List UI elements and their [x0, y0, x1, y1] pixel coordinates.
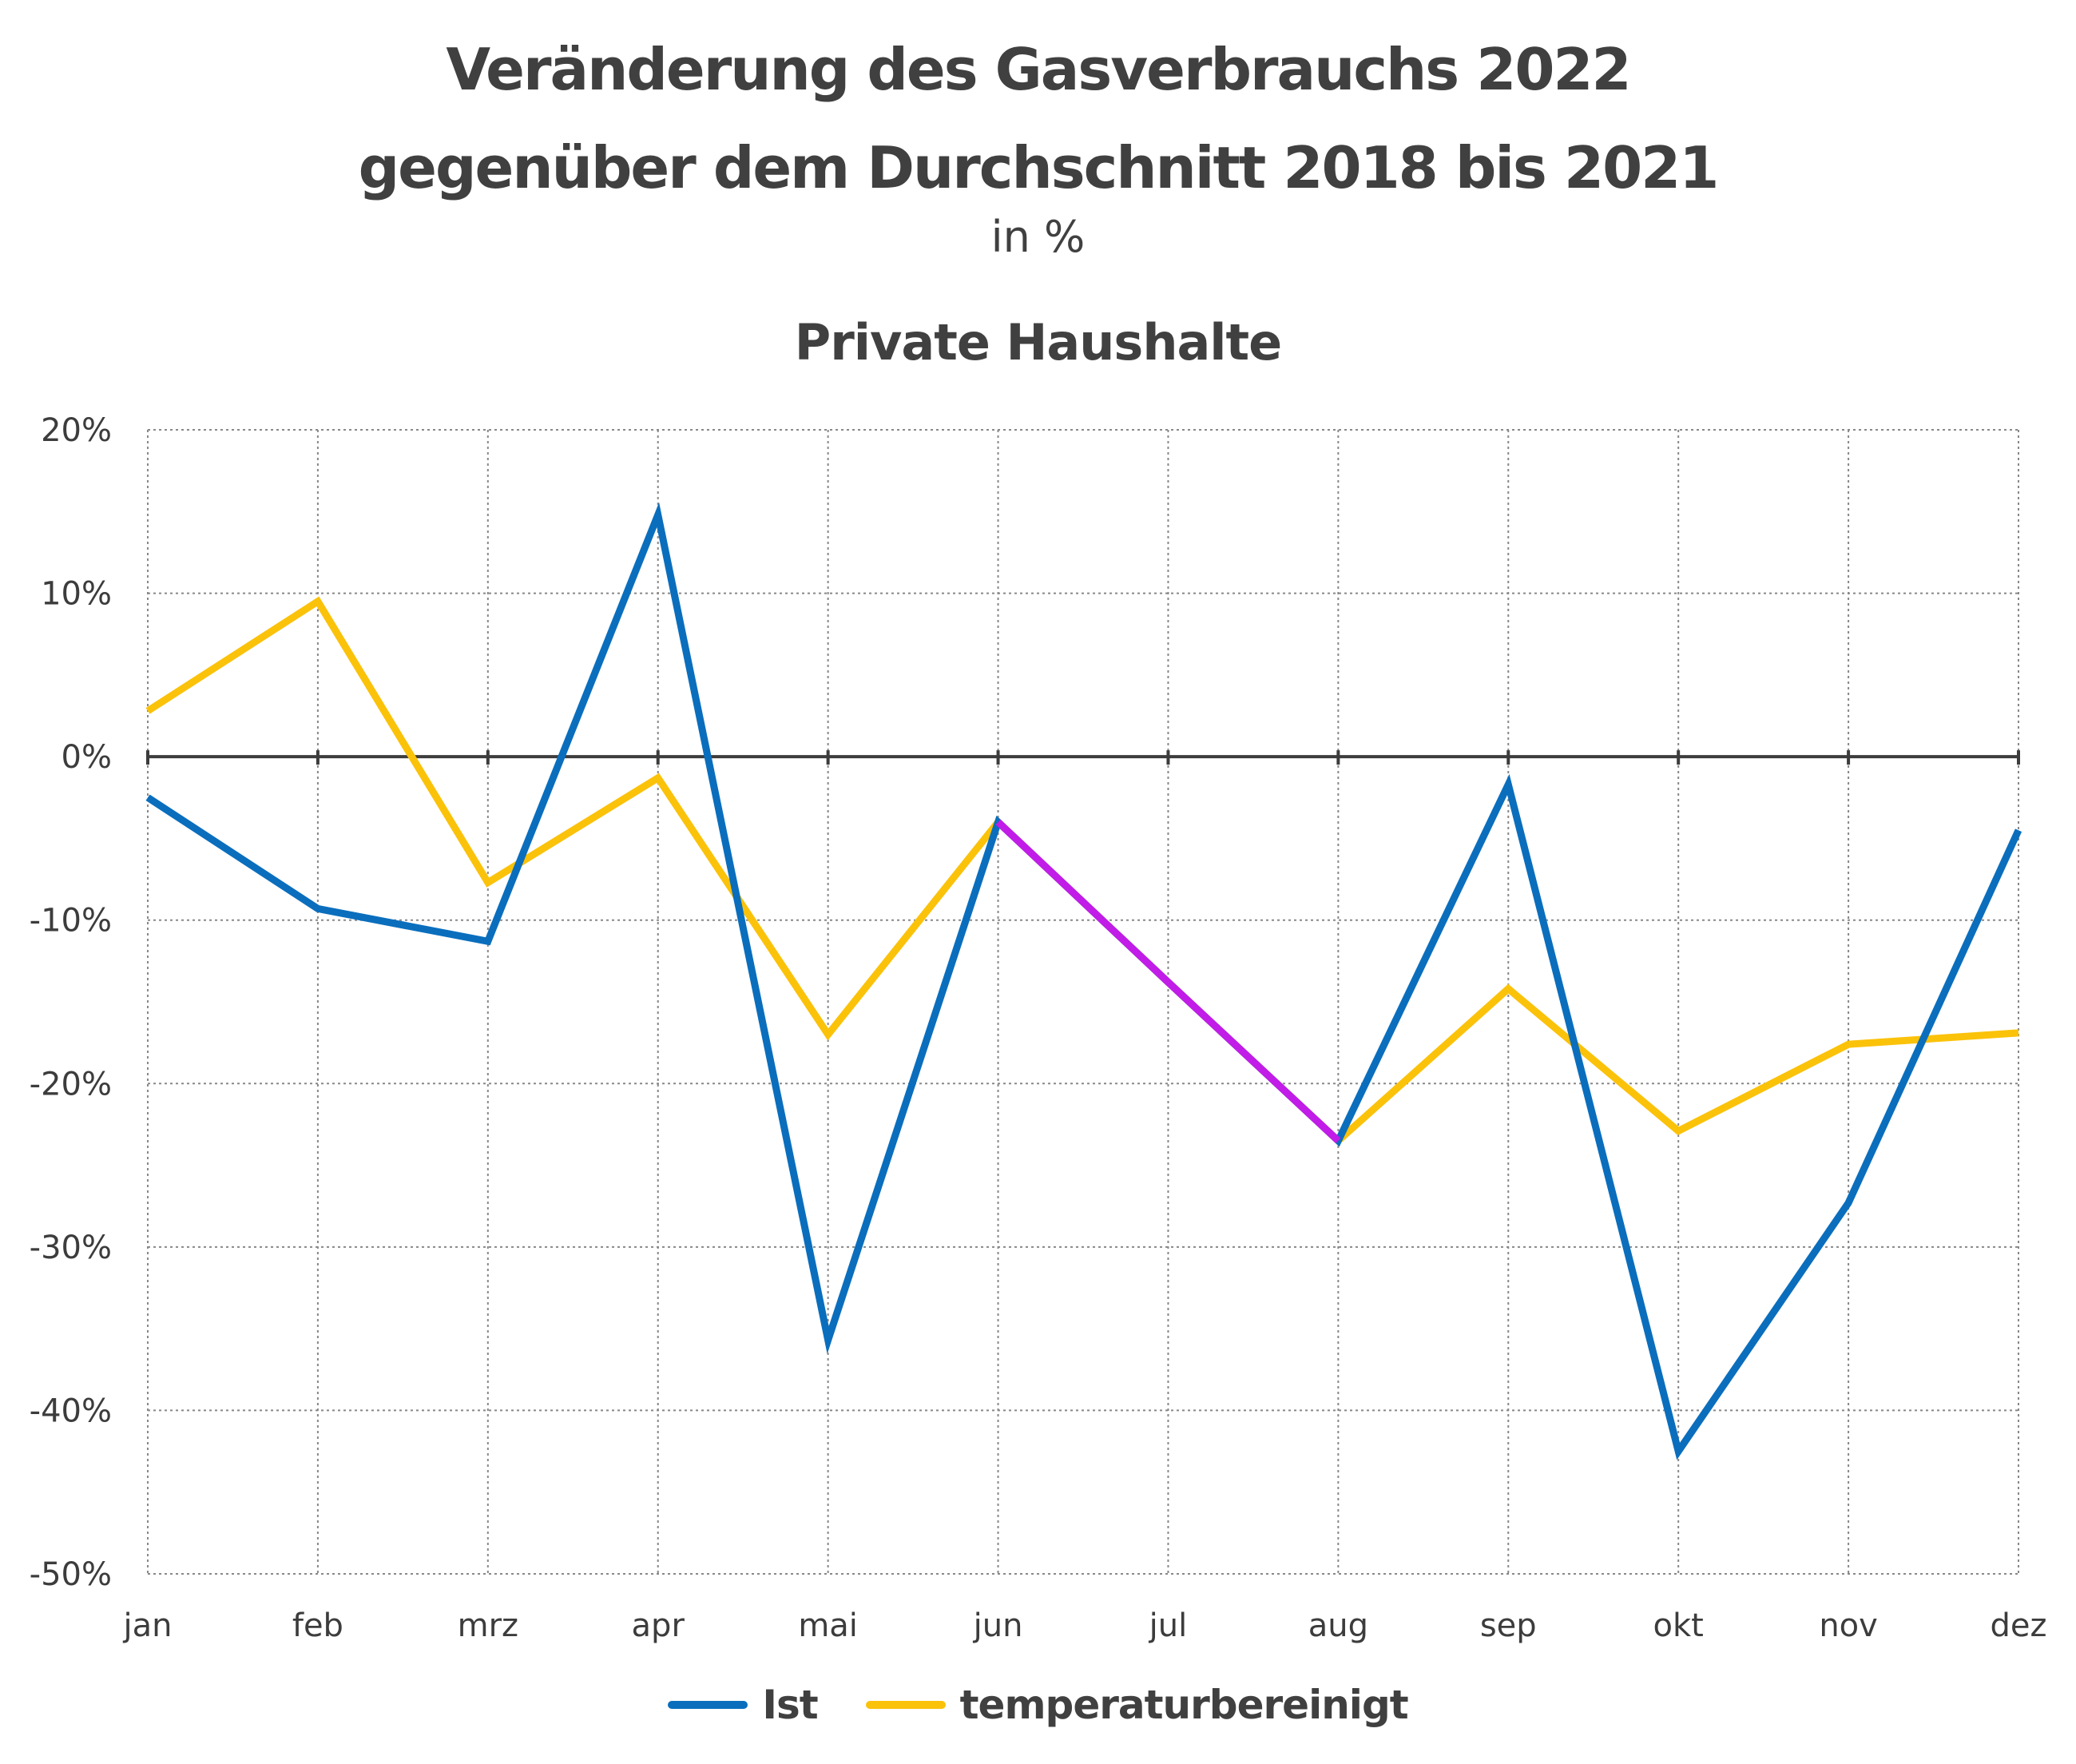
chart-title-line-1: Veränderung des Gasverbrauchs 2022 — [446, 36, 1631, 103]
x-tick-label: mai — [798, 1607, 858, 1644]
y-tick-label: 10% — [41, 576, 112, 613]
chart-subtitle: Private Haushalte — [794, 313, 1282, 371]
y-tick-label: -10% — [30, 903, 112, 940]
x-tick-label: jun — [973, 1607, 1023, 1644]
y-tick-label: 20% — [41, 412, 112, 449]
series-line-overlap — [995, 819, 1341, 1144]
series-lines — [145, 502, 2022, 1460]
x-tick-label: apr — [632, 1607, 685, 1644]
y-tick-label: -20% — [30, 1066, 112, 1102]
grid — [146, 429, 2020, 1575]
legend: Ist temperaturbereinigt — [0, 1682, 2076, 1728]
series-line-temperaturbereinigt — [145, 596, 2019, 1146]
x-tick-label: okt — [1653, 1607, 1704, 1644]
y-tick-label: -50% — [30, 1556, 112, 1593]
x-tick-label: jan — [123, 1607, 173, 1644]
x-tick-label: nov — [1819, 1607, 1878, 1644]
y-tick-label: 0% — [62, 739, 112, 776]
chart-title-line-2: gegenüber dem Durchschnitt 2018 bis 2021 — [358, 134, 1720, 201]
x-tick-label: sep — [1480, 1607, 1537, 1644]
legend-label-temperaturbereinigt: temperaturbereinigt — [959, 1682, 1409, 1728]
y-axis-ticks: 20% 10% 0% -10% -20% -30% -40% -50% — [30, 412, 112, 1593]
y-tick-label: -30% — [30, 1230, 112, 1266]
legend-item-ist: Ist — [668, 1682, 819, 1728]
x-tick-label: feb — [292, 1607, 343, 1644]
legend-swatch-temperaturbereinigt — [865, 1701, 946, 1709]
x-tick-label: dez — [1991, 1607, 2047, 1644]
legend-swatch-ist — [668, 1701, 748, 1709]
x-axis-ticks: jan feb mrz apr mai jun jul aug sep okt nov dez — [123, 1607, 2047, 1644]
y-tick-label: -40% — [30, 1393, 112, 1429]
x-tick-label: mrz — [458, 1607, 518, 1644]
legend-item-temperaturbereinigt: temperaturbereinigt — [865, 1682, 1409, 1728]
series-line-ist — [145, 502, 2022, 1460]
x-tick-label: aug — [1308, 1607, 1368, 1644]
x-tick-label: jul — [1149, 1607, 1188, 1644]
unit-label: in % — [990, 212, 1086, 262]
legend-label-ist: Ist — [762, 1682, 818, 1728]
